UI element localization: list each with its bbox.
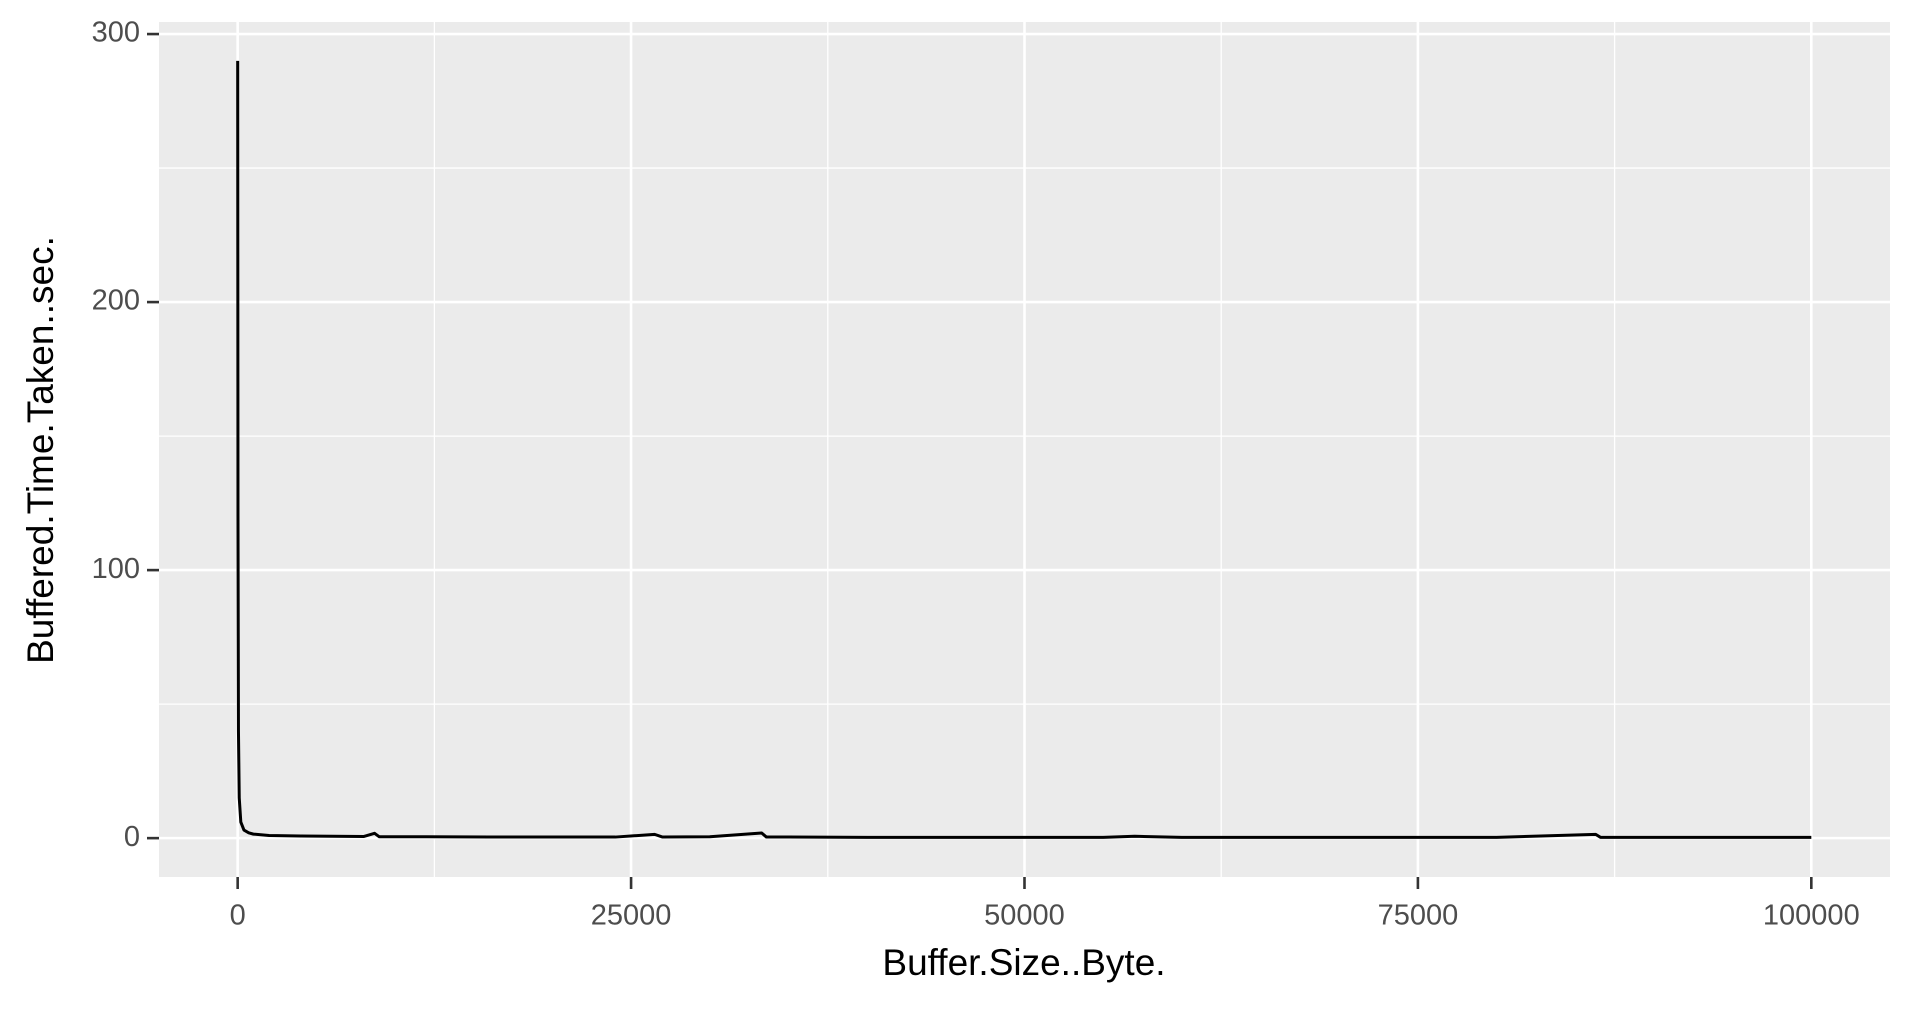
- y-tick-label: 0: [124, 821, 140, 853]
- x-tick-label: 50000: [984, 900, 1065, 932]
- x-axis-title: Buffer.Size..Byte.: [882, 942, 1165, 983]
- y-tick-label: 200: [92, 285, 140, 317]
- y-axis-title: Buffered.Time.Taken..sec.: [20, 236, 61, 664]
- x-tick-label: 100000: [1763, 900, 1860, 932]
- x-tick-label: 75000: [1378, 900, 1459, 932]
- x-tick-label: 0: [230, 900, 246, 932]
- x-tick-label: 25000: [591, 900, 672, 932]
- y-tick-label: 100: [92, 553, 140, 585]
- y-tick-label: 300: [92, 17, 140, 49]
- data-line: [236, 60, 1812, 839]
